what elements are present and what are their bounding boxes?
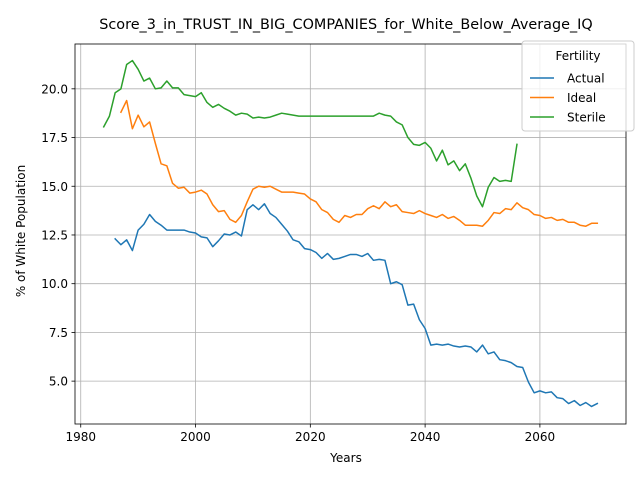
x-tick-label: 2000 <box>180 430 211 444</box>
legend-items: Actual Ideal Sterile <box>530 72 606 125</box>
tick-layer: 1980 2000 2020 2040 2060 5.0 7.5 10.0 12.5 15.0 17… <box>41 82 555 444</box>
y-tick-label: 10.0 <box>41 277 68 291</box>
series-line-actual <box>114 203 599 408</box>
x-axis-label: Years <box>329 451 362 465</box>
series-layer <box>102 59 599 408</box>
legend-label-sterile: Sterile <box>567 111 606 125</box>
legend-label-ideal: Ideal <box>567 91 596 105</box>
chart-title: Score_3_in_TRUST_IN_BIG_COMPANIES_for_Wh… <box>99 17 592 33</box>
y-tick-label: 12.5 <box>41 228 68 242</box>
x-tick-label: 2040 <box>410 430 441 444</box>
y-tick-label: 17.5 <box>41 131 68 145</box>
series-line-ideal <box>119 99 599 227</box>
y-tick-label: 20.0 <box>41 82 68 96</box>
y-tick-label: 15.0 <box>41 180 68 194</box>
y-tick-label: 5.0 <box>49 375 68 389</box>
y-tick-label: 7.5 <box>49 326 68 340</box>
plot-frame <box>74 43 627 425</box>
legend-label-actual: Actual <box>567 72 605 86</box>
series-line-sterile <box>102 59 518 208</box>
x-tick-label: 1980 <box>65 430 96 444</box>
y-axis-label: % of White Population <box>14 165 28 297</box>
x-tick-label: 2020 <box>295 430 326 444</box>
grid-layer <box>75 44 626 424</box>
legend-box <box>521 40 635 132</box>
legend-title: Fertility <box>555 49 600 63</box>
x-tick-label: 2060 <box>525 430 556 444</box>
legend: Fertility Actual Ideal Sterile <box>521 40 635 132</box>
